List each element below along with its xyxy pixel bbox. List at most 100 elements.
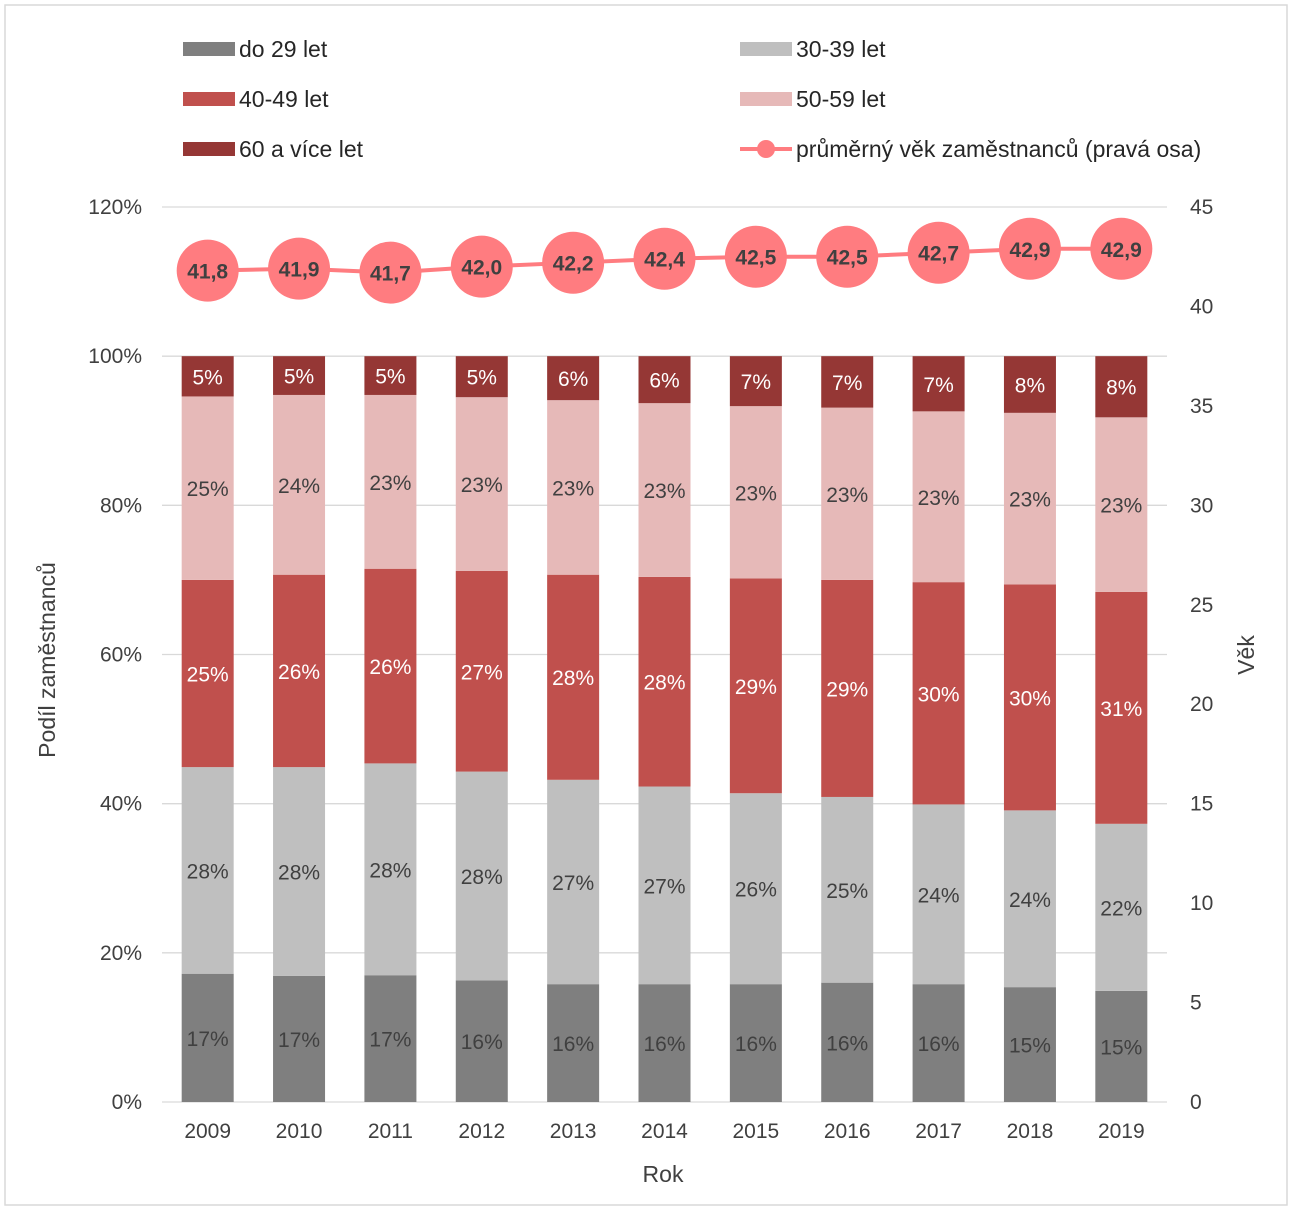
bar-data-label: 29% — [735, 676, 777, 699]
x-tick-label: 2012 — [458, 1120, 505, 1143]
bar-segment — [364, 763, 417, 976]
bar-data-label: 25% — [187, 478, 229, 501]
average-age-line: 41,8 41,9 41,7 42,0 42,2 42,4 42,5 42,5 42,7 42,9… — [176, 217, 1153, 304]
age-data-label: 42,5 — [735, 247, 776, 270]
bar-segment — [181, 579, 234, 768]
bar-data-label: 8% — [1015, 375, 1045, 398]
bar-data-label: 16% — [918, 1033, 960, 1056]
age-marker — [633, 227, 696, 290]
age-data-label: 41,7 — [370, 263, 411, 286]
axes: 0% 20% 40% 60% 80% 100% 120% 0 5 10 15 20 25 30 35 40 45… — [88, 196, 1213, 1143]
age-marker — [268, 237, 331, 300]
y-tick-label: 100% — [88, 345, 142, 368]
x-tick-label: 2011 — [368, 1120, 413, 1143]
bar-data-label: 15% — [1009, 1035, 1051, 1058]
bar-data-label: 27% — [461, 661, 503, 684]
legend: do 29 let 30-39 let 40-49 let 50-59 let 60 a… — [183, 36, 1201, 162]
y2-axis-title: Věk — [1233, 635, 1259, 675]
legend-swatch — [740, 92, 792, 106]
bar-segment — [729, 793, 782, 985]
bar-segment — [1095, 591, 1148, 824]
age-marker — [176, 239, 239, 302]
bar-data-label: 28% — [461, 866, 503, 889]
bar-segment — [638, 984, 691, 1102]
bar-segment — [364, 568, 417, 764]
bar-data-label: 23% — [918, 487, 960, 510]
bar-data-label: 23% — [826, 484, 868, 507]
bar-data-label: 16% — [552, 1033, 594, 1056]
age-data-label: 42,7 — [918, 243, 959, 266]
bar-segment — [364, 356, 417, 395]
bar-segment — [547, 400, 600, 575]
legend-label: do 29 let — [239, 36, 328, 62]
bar-data-label: 23% — [461, 474, 503, 497]
bar-data-label: 25% — [826, 880, 868, 903]
bar-segment — [638, 403, 691, 577]
x-tick-label: 2016 — [824, 1120, 871, 1143]
age-marker — [1090, 217, 1153, 280]
bar-data-label: 24% — [1009, 889, 1051, 912]
age-data-label: 42,4 — [644, 249, 685, 272]
x-axis-title: Rok — [643, 1161, 684, 1187]
bar-data-label: 25% — [187, 664, 229, 687]
bar-data-label: 8% — [1106, 377, 1136, 400]
bar-data-label: 27% — [643, 875, 685, 898]
bar-data-label: 28% — [278, 862, 320, 885]
y2-tick-label: 10 — [1190, 892, 1213, 915]
bar-segment — [638, 356, 691, 404]
bar-data-label: 16% — [826, 1032, 868, 1055]
bar-segment — [821, 407, 874, 580]
bar-segment — [638, 786, 691, 985]
x-tick-label: 2017 — [915, 1120, 962, 1143]
bar-data-label: 5% — [193, 366, 223, 389]
y-tick-label: 0% — [112, 1091, 142, 1114]
age-marker — [724, 225, 787, 288]
y2-tick-label: 30 — [1190, 494, 1213, 517]
bar-data-label: 28% — [369, 859, 411, 882]
bar-data-label: 17% — [369, 1029, 411, 1052]
legend-swatch — [183, 142, 235, 156]
bar-segment — [821, 579, 874, 797]
y-tick-label: 60% — [100, 644, 142, 667]
bar-data-label: 23% — [1100, 495, 1142, 518]
bar-segment — [273, 394, 326, 575]
bar-segment — [181, 356, 234, 397]
x-tick-label: 2019 — [1098, 1120, 1145, 1143]
age-data-label: 41,8 — [187, 261, 228, 284]
bar-data-label: 28% — [552, 667, 594, 690]
stacked-bars: 17% 28% 25% 25% 5% 17% 28% 26% 24% 5% 17% 28% 26% 23%… — [181, 356, 1148, 1102]
bar-segment — [912, 984, 965, 1102]
y2-tick-label: 25 — [1190, 594, 1213, 617]
bar-data-label: 7% — [923, 374, 953, 397]
bar-segment — [729, 984, 782, 1102]
bar-segment — [455, 771, 508, 981]
bar-data-label: 5% — [375, 366, 405, 389]
x-tick-label: 2010 — [276, 1120, 323, 1143]
legend-label: 60 a více let — [239, 136, 364, 162]
bar-segment — [1095, 356, 1148, 418]
y-tick-label: 20% — [100, 942, 142, 965]
bar-segment — [821, 982, 874, 1102]
bar-data-label: 23% — [735, 482, 777, 505]
bar-data-label: 22% — [1100, 897, 1142, 920]
x-tick-label: 2018 — [1007, 1120, 1054, 1143]
y2-tick-label: 5 — [1190, 992, 1202, 1015]
bar-segment — [1003, 584, 1056, 811]
x-tick-label: 2015 — [733, 1120, 780, 1143]
age-marker — [816, 225, 879, 288]
bar-data-label: 31% — [1100, 698, 1142, 721]
bar-segment — [1003, 356, 1056, 413]
age-marker — [998, 217, 1061, 280]
x-tick-label: 2009 — [184, 1120, 231, 1143]
bar-data-label: 5% — [467, 367, 497, 390]
legend-swatch — [740, 42, 792, 56]
bar-data-label: 23% — [552, 477, 594, 500]
legend-swatch — [183, 92, 235, 106]
bar-segment — [455, 397, 508, 571]
bar-data-label: 28% — [643, 672, 685, 695]
bar-data-label: 17% — [278, 1029, 320, 1052]
bar-data-label: 26% — [278, 661, 320, 684]
bar-segment — [912, 356, 965, 412]
bar-segment — [1095, 990, 1148, 1102]
